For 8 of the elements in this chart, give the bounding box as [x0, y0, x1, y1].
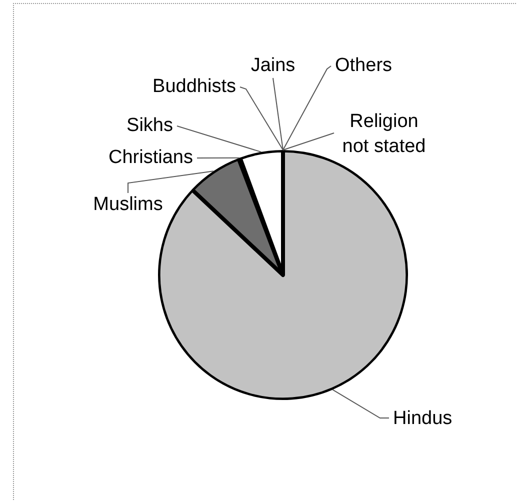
slice-label: Christians — [108, 147, 193, 168]
category-label: Buddhists — [152, 76, 236, 98]
legend-label: Religion not stated — [342, 111, 426, 158]
slice-label: Sikhs — [126, 115, 173, 136]
category-label: Others — [335, 55, 392, 76]
slice-label: Hindus — [393, 408, 452, 430]
category-label: Jains — [250, 55, 296, 76]
slice-label: Muslims — [93, 194, 163, 216]
